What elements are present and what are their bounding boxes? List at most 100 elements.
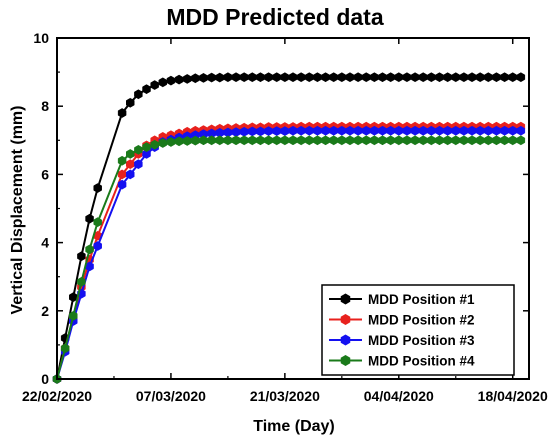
data-point	[394, 135, 404, 146]
y-tick-label: 4	[41, 235, 49, 251]
chart-title: MDD Predicted data	[166, 4, 383, 30]
data-point	[467, 135, 477, 146]
data-point	[402, 125, 412, 136]
data-point	[231, 135, 241, 146]
data-point	[305, 135, 314, 146]
data-point	[313, 135, 322, 146]
data-point	[362, 135, 371, 146]
x-tick-label: 22/02/2020	[22, 388, 92, 404]
legend-label: MDD Position #1	[368, 292, 475, 307]
data-point	[475, 72, 485, 83]
legend-marker	[340, 355, 351, 366]
data-point	[288, 135, 298, 146]
data-point	[418, 135, 428, 146]
data-point	[337, 72, 347, 83]
legend-label: MDD Position #2	[368, 313, 475, 328]
data-point	[248, 126, 257, 137]
data-point	[117, 179, 127, 190]
data-point	[410, 135, 420, 146]
y-axis-label: Vertical Displacement (mm)	[9, 106, 26, 315]
data-point	[329, 125, 338, 136]
data-point	[191, 135, 200, 146]
data-point	[345, 125, 355, 136]
data-point	[280, 126, 290, 136]
data-point	[492, 135, 501, 146]
data-point	[158, 77, 168, 88]
data-point	[459, 135, 469, 146]
data-point	[508, 72, 517, 83]
data-point	[126, 159, 135, 170]
data-point	[345, 72, 355, 83]
data-point	[280, 135, 290, 146]
data-point	[142, 84, 151, 95]
data-point	[134, 89, 143, 100]
data-point	[484, 135, 493, 146]
data-point	[199, 135, 208, 146]
data-point	[207, 135, 216, 146]
legend-label: MDD Position #4	[368, 354, 475, 369]
data-point	[93, 183, 102, 193]
data-point	[443, 72, 452, 83]
y-tick-label: 8	[41, 98, 49, 114]
legend-marker	[340, 293, 351, 305]
data-point	[239, 135, 249, 146]
data-point	[378, 72, 387, 83]
data-point	[305, 125, 314, 136]
data-point	[321, 135, 330, 146]
data-point	[475, 125, 485, 136]
data-point	[126, 149, 135, 159]
data-point	[321, 125, 330, 136]
data-point	[296, 72, 306, 83]
data-point	[362, 125, 371, 136]
data-point	[516, 72, 526, 83]
data-point	[410, 125, 420, 136]
data-point	[288, 125, 298, 136]
data-point	[427, 135, 436, 146]
data-point	[174, 74, 184, 85]
data-point	[166, 75, 176, 86]
data-point	[410, 72, 420, 83]
data-point	[459, 125, 469, 136]
data-point	[223, 135, 233, 146]
data-point	[60, 343, 70, 354]
data-point	[69, 311, 78, 321]
data-point	[418, 125, 428, 136]
data-point	[166, 137, 176, 147]
axis-ticks: 0 2 4 6 8 10 22/02/2020 07/03/2020 21/03/2020 04/…	[22, 30, 548, 404]
data-point	[353, 125, 363, 136]
data-point	[174, 136, 184, 147]
data-point	[427, 72, 436, 83]
data-point	[117, 155, 127, 166]
data-point	[85, 244, 94, 255]
data-point	[394, 72, 404, 83]
data-point	[305, 72, 314, 83]
data-point	[500, 125, 509, 136]
data-point	[443, 135, 452, 146]
y-tick-label: 2	[41, 303, 49, 319]
data-point	[386, 125, 395, 136]
data-point	[435, 135, 444, 146]
x-tick-label: 04/04/2020	[364, 388, 434, 404]
x-axis-label: Time (Day)	[253, 418, 335, 435]
data-point	[313, 72, 322, 83]
data-point	[337, 125, 347, 136]
legend-item: MDD Position #2	[329, 313, 475, 328]
data-point	[256, 72, 265, 83]
data-point	[296, 135, 306, 146]
data-point	[182, 136, 192, 146]
data-point	[467, 72, 477, 83]
data-point	[239, 126, 249, 137]
data-point	[402, 72, 412, 83]
data-point	[353, 135, 363, 146]
data-point	[117, 108, 127, 118]
data-point	[370, 72, 379, 83]
plot-series	[52, 72, 526, 384]
data-point	[508, 125, 517, 136]
data-point	[215, 135, 224, 146]
data-point	[500, 135, 509, 146]
data-point	[484, 125, 493, 136]
x-tick-label: 21/03/2020	[250, 388, 320, 404]
data-point	[77, 276, 86, 287]
legend-item: MDD Position #1	[329, 292, 475, 307]
